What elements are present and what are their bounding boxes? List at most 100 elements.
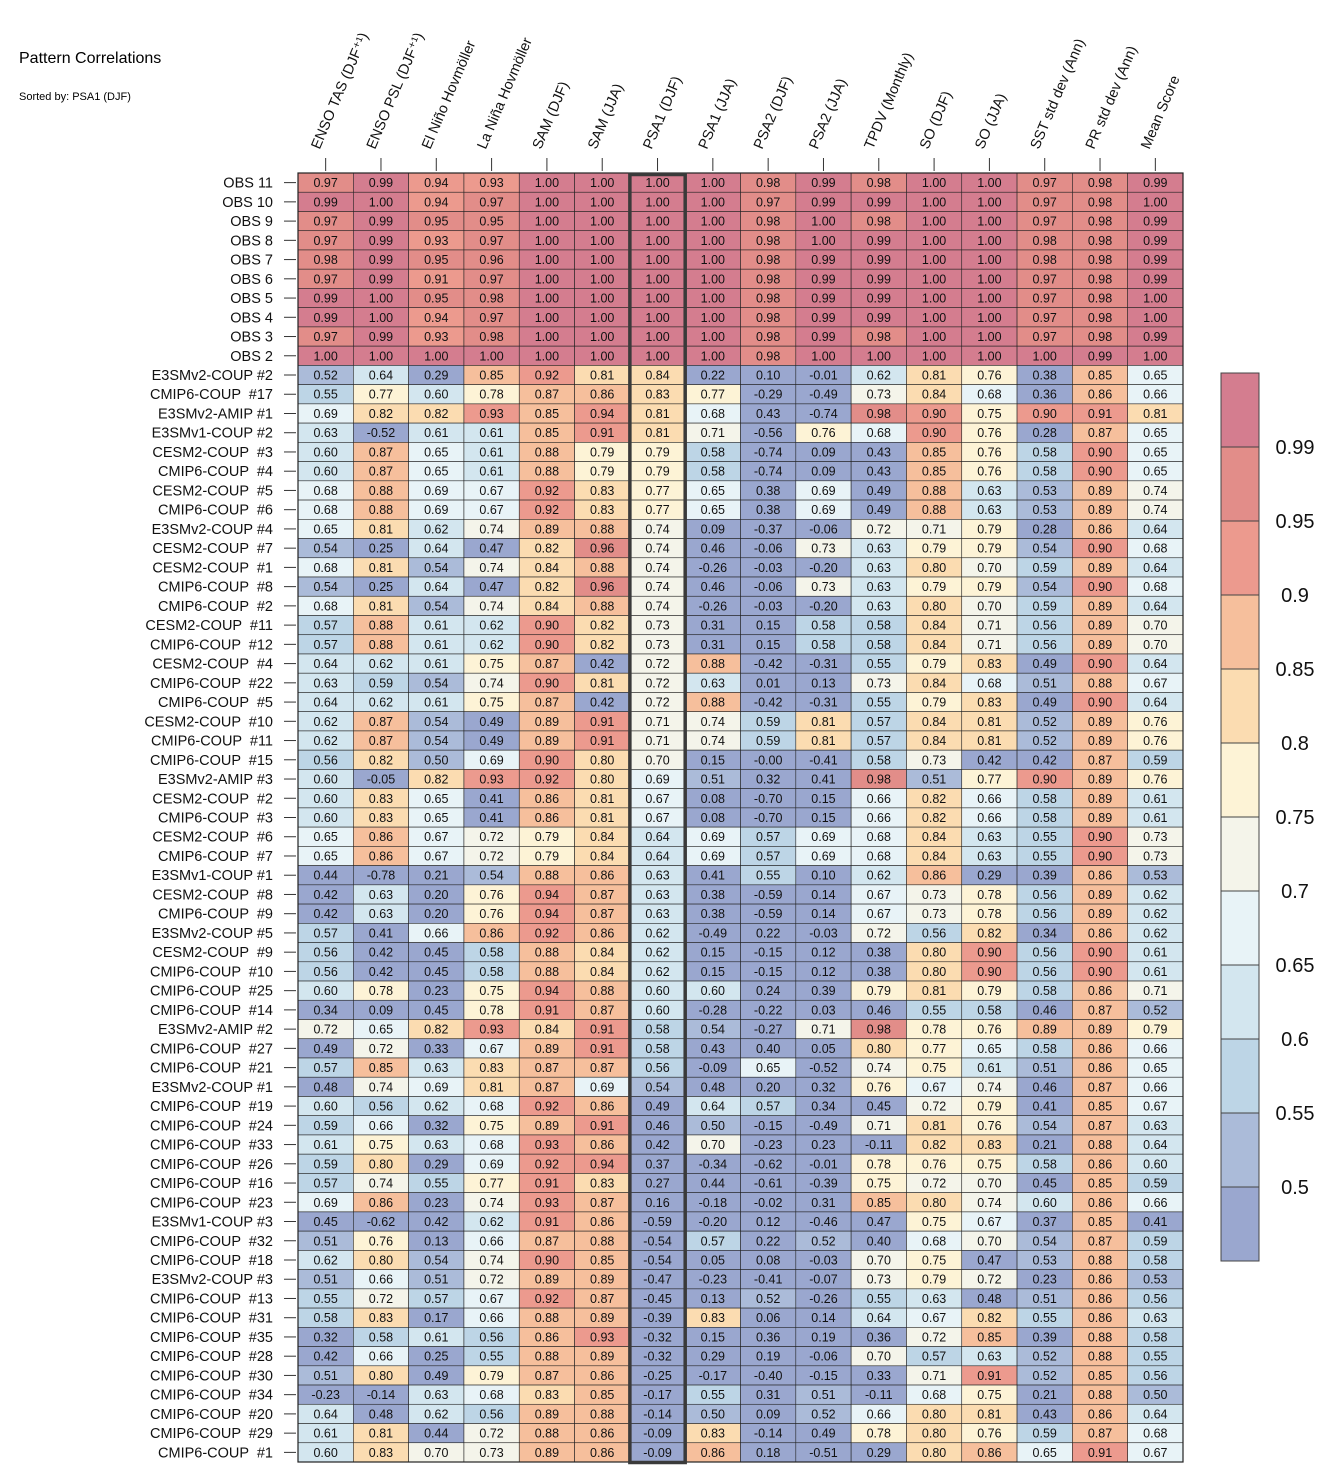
cell-value: 0.88 bbox=[535, 445, 559, 459]
cell-value: 0.89 bbox=[1088, 619, 1112, 633]
cell-value: 1.00 bbox=[867, 349, 891, 363]
cell-value: 0.84 bbox=[535, 1023, 559, 1037]
cell-value: 0.49 bbox=[313, 1042, 337, 1056]
cell-value: 0.88 bbox=[1088, 1350, 1112, 1364]
cell-value: 0.55 bbox=[1033, 830, 1057, 844]
cell-value: 0.87 bbox=[1088, 753, 1112, 767]
cell-value: 0.86 bbox=[977, 1446, 1001, 1460]
cell-value: 0.74 bbox=[645, 599, 669, 613]
cell-value: 0.86 bbox=[922, 869, 946, 883]
cell-value: 0.86 bbox=[535, 811, 559, 825]
cell-value: 0.55 bbox=[701, 1388, 725, 1402]
cell-value: 0.64 bbox=[424, 542, 448, 556]
cell-value: 0.34 bbox=[1033, 926, 1057, 940]
cell-value: 0.20 bbox=[424, 907, 448, 921]
cell-value: 0.85 bbox=[977, 1330, 1001, 1344]
cell-value: 0.70 bbox=[645, 753, 669, 767]
chart-title: Pattern Correlations bbox=[19, 50, 162, 67]
cell-value: 0.59 bbox=[756, 734, 780, 748]
cell-value: 0.62 bbox=[424, 1407, 448, 1421]
cell-value: 0.46 bbox=[1033, 1003, 1057, 1017]
cell-value: 0.90 bbox=[1088, 657, 1112, 671]
chart-subtitle: Sorted by: PSA1 (DJF) bbox=[19, 91, 131, 103]
cell-value: 0.34 bbox=[811, 1100, 835, 1114]
cell-value: 0.99 bbox=[1143, 253, 1167, 267]
cell-value: 0.41 bbox=[1143, 1215, 1167, 1229]
row-label: OBS 6 bbox=[230, 272, 273, 288]
cell-value: 0.87 bbox=[1088, 1119, 1112, 1133]
cell-value: 0.68 bbox=[1143, 542, 1167, 556]
cell-value: 0.76 bbox=[977, 1119, 1001, 1133]
cell-value: 0.75 bbox=[922, 1253, 946, 1267]
cell-value: 1.00 bbox=[1143, 195, 1167, 209]
cell-value: 0.75 bbox=[369, 1138, 393, 1152]
cell-value: 0.88 bbox=[922, 503, 946, 517]
row-label: CMIP6-COUP #28 bbox=[150, 1349, 273, 1365]
cell-value: 1.00 bbox=[701, 330, 725, 344]
cell-value: 0.62 bbox=[313, 734, 337, 748]
cell-value: 0.62 bbox=[424, 522, 448, 536]
cell-value: 1.00 bbox=[479, 349, 503, 363]
cell-value: 0.98 bbox=[1088, 330, 1112, 344]
cell-value: 0.52 bbox=[1033, 715, 1057, 729]
cell-value: 0.58 bbox=[1033, 1042, 1057, 1056]
cell-value: 0.86 bbox=[369, 849, 393, 863]
cell-value: 1.00 bbox=[645, 349, 669, 363]
cell-value: 0.94 bbox=[424, 311, 448, 325]
cell-value: 0.66 bbox=[1143, 1196, 1167, 1210]
row-label: CESM2-COUP #1 bbox=[152, 560, 273, 576]
cell-value: 0.97 bbox=[313, 176, 337, 190]
row-label: CESM2-COUP #4 bbox=[152, 657, 273, 673]
cell-value: 0.36 bbox=[867, 1330, 891, 1344]
cell-value: 0.46 bbox=[701, 542, 725, 556]
cell-value: 0.99 bbox=[369, 215, 393, 229]
cell-value: 0.08 bbox=[756, 1253, 780, 1267]
cell-value: 0.98 bbox=[1033, 253, 1057, 267]
cell-value: 0.99 bbox=[369, 234, 393, 248]
cell-value: 0.89 bbox=[1033, 1023, 1057, 1037]
cell-value: 0.27 bbox=[645, 1177, 669, 1191]
cell-value: 0.76 bbox=[977, 1427, 1001, 1441]
cell-value: 0.64 bbox=[313, 1407, 337, 1421]
cell-value: 0.99 bbox=[369, 272, 393, 286]
cell-value: 0.69 bbox=[811, 484, 835, 498]
cell-value: 0.86 bbox=[1088, 1311, 1112, 1325]
cell-value: 1.00 bbox=[535, 176, 559, 190]
cell-value: 0.86 bbox=[1088, 1407, 1112, 1421]
cell-value: 0.71 bbox=[867, 1119, 891, 1133]
cell-value: 0.87 bbox=[369, 465, 393, 479]
cell-value: 1.00 bbox=[811, 349, 835, 363]
cell-value: 0.87 bbox=[590, 1196, 614, 1210]
cell-value: 0.88 bbox=[369, 484, 393, 498]
cell-value: 0.64 bbox=[645, 849, 669, 863]
cell-value: 0.59 bbox=[313, 1119, 337, 1133]
cell-value: 0.90 bbox=[1088, 580, 1112, 594]
row-label: OBS 11 bbox=[223, 176, 273, 192]
cell-value: 0.09 bbox=[756, 1407, 780, 1421]
cell-value: 0.84 bbox=[922, 715, 946, 729]
cell-value: -0.32 bbox=[643, 1330, 672, 1344]
cell-value: 1.00 bbox=[645, 330, 669, 344]
cell-value: 0.93 bbox=[424, 330, 448, 344]
cell-value: 0.22 bbox=[756, 926, 780, 940]
cell-value: 0.95 bbox=[424, 215, 448, 229]
cell-value: 0.19 bbox=[811, 1330, 835, 1344]
cell-value: 0.71 bbox=[811, 1023, 835, 1037]
cell-value: 0.78 bbox=[369, 984, 393, 998]
cell-value: 0.91 bbox=[1088, 407, 1112, 421]
cell-value: 0.98 bbox=[867, 1023, 891, 1037]
cell-value: 0.63 bbox=[867, 561, 891, 575]
cell-value: 0.53 bbox=[1033, 484, 1057, 498]
column-label: TPDV (Monthly) bbox=[862, 50, 917, 151]
cell-value: 0.68 bbox=[313, 484, 337, 498]
cell-value: 0.39 bbox=[1033, 869, 1057, 883]
cell-value: 0.32 bbox=[424, 1119, 448, 1133]
cell-value: 0.68 bbox=[867, 426, 891, 440]
row-label: OBS 9 bbox=[230, 214, 273, 230]
cell-value: 0.89 bbox=[535, 1407, 559, 1421]
cell-value: 0.82 bbox=[590, 619, 614, 633]
cell-value: 0.83 bbox=[701, 1311, 725, 1325]
cell-value: 0.58 bbox=[867, 638, 891, 652]
cell-value: 0.99 bbox=[313, 292, 337, 306]
cell-value: 0.88 bbox=[922, 484, 946, 498]
